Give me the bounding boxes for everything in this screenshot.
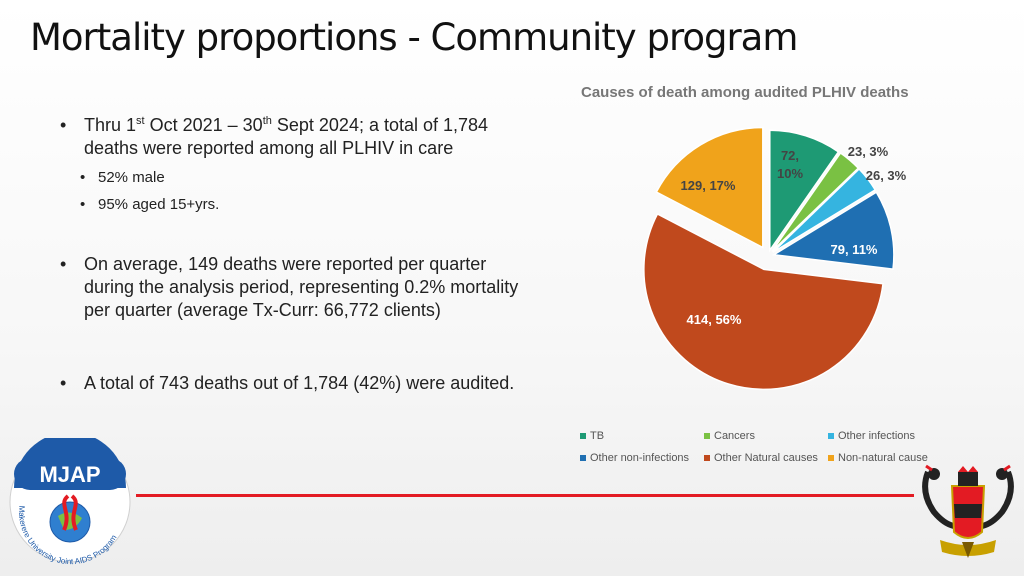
sub-bullet-text: 95% aged 15+yrs. — [98, 196, 220, 213]
pie-data-label: 414, 56% — [687, 312, 742, 327]
bullet-dot: • — [80, 196, 86, 213]
legend-item: Other non-infections — [580, 452, 689, 464]
legend-item: Other Natural causes — [704, 452, 818, 464]
bullet-text: A total of 743 deaths out of 1,784 (42%)… — [84, 373, 515, 393]
pie-data-label: 26, 3% — [866, 168, 907, 183]
legend-swatch — [704, 433, 710, 440]
bullet-list: • Thru 1st Oct 2021 – 30th Sept 2024; a … — [60, 114, 540, 395]
bullet-item: • Thru 1st Oct 2021 – 30th Sept 2024; a … — [60, 114, 540, 160]
pie-slice — [772, 167, 877, 253]
legend-swatch — [828, 455, 834, 462]
bullet-dot: • — [60, 254, 67, 274]
legend-swatch — [828, 433, 834, 440]
legend-swatch — [580, 455, 586, 462]
legend-label: TB — [590, 430, 605, 442]
legend-label: Other infections — [838, 430, 916, 442]
legend-label: Other non-infections — [590, 452, 690, 464]
legend-label: Other Natural causes — [714, 452, 818, 464]
bullet-dot: • — [60, 373, 67, 393]
pie-slice — [769, 129, 840, 253]
bullet-dot: • — [80, 169, 86, 186]
legend-item: TB — [580, 430, 604, 442]
legend-item: Non-natural cause — [828, 452, 928, 464]
superscript: th — [262, 115, 272, 127]
mjap-logo: MJAP Makerere University Joint AIDS Prog… — [9, 438, 131, 566]
pie-data-label: 72, 10% — [777, 148, 803, 181]
pie-chart: 72, 10% 23, 3% 26, 3% 79, 11% 414, 56% 129, 17… — [643, 126, 907, 391]
legend-label: Non-natural cause — [838, 452, 928, 464]
bullet-text: On average, 149 deaths were reported per… — [84, 254, 519, 320]
bullet-text: Sept 2024; a total of 1,784 deaths were … — [84, 115, 489, 158]
legend-item: Other infections — [828, 430, 915, 442]
legend-swatch — [704, 455, 710, 462]
pie-slice — [771, 151, 860, 252]
legend-item: Cancers — [704, 430, 755, 442]
bullet-text: Oct 2021 – 30 — [144, 115, 263, 135]
legend-swatch — [580, 433, 586, 440]
red-divider-line — [136, 494, 914, 497]
legend-label: Cancers — [714, 430, 755, 442]
pie-slice — [643, 212, 884, 391]
bullet-item: • On average, 149 deaths were reported p… — [60, 253, 540, 322]
chart-title: Causes of death among audited PLHIV deat… — [581, 84, 909, 101]
pie-data-label: 129, 17% — [681, 178, 736, 193]
logo-text: MJAP — [39, 462, 100, 487]
bullet-item: • A total of 743 deaths out of 1,784 (42… — [60, 372, 540, 395]
pie-data-label: 23, 3% — [848, 144, 889, 159]
pie-data-label: 79, 11% — [831, 242, 878, 257]
superscript: st — [136, 115, 145, 127]
page-title: Mortality proportions - Community progra… — [30, 16, 798, 59]
sub-bullet-item: • 52% male — [60, 164, 540, 191]
pie-slice — [655, 126, 764, 249]
bullet-text: Thru 1 — [84, 115, 137, 135]
pie-slice — [771, 191, 895, 270]
bullet-dot: • — [60, 115, 67, 135]
sub-bullet-item: • 95% aged 15+yrs. — [60, 191, 540, 218]
sub-bullet-text: 52% male — [98, 169, 165, 186]
university-crest-logo — [922, 464, 1014, 558]
